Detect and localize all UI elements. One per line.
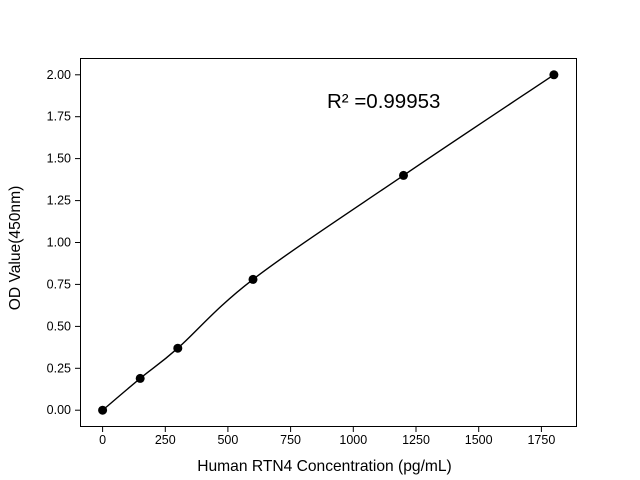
- svg-text:2.00: 2.00: [47, 68, 71, 82]
- svg-text:0.50: 0.50: [47, 319, 71, 333]
- svg-text:0.25: 0.25: [47, 361, 71, 375]
- svg-text:0: 0: [99, 433, 106, 447]
- svg-text:1750: 1750: [527, 433, 555, 447]
- svg-text:0.00: 0.00: [47, 403, 71, 417]
- svg-text:Human RTN4 Concentration (pg/m: Human RTN4 Concentration (pg/mL): [197, 458, 452, 475]
- svg-text:0.75: 0.75: [47, 277, 71, 291]
- svg-text:R² =0.99953: R² =0.99953: [327, 90, 440, 113]
- svg-text:OD Value(450nm): OD Value(450nm): [7, 186, 24, 311]
- svg-text:1.00: 1.00: [47, 236, 71, 250]
- svg-text:1000: 1000: [339, 433, 367, 447]
- svg-text:1.25: 1.25: [47, 194, 71, 208]
- svg-text:250: 250: [155, 433, 176, 447]
- svg-text:500: 500: [217, 433, 238, 447]
- svg-text:1.75: 1.75: [47, 110, 71, 124]
- svg-text:1500: 1500: [465, 433, 493, 447]
- svg-text:1.50: 1.50: [47, 152, 71, 166]
- svg-text:1250: 1250: [402, 433, 430, 447]
- svg-text:750: 750: [280, 433, 301, 447]
